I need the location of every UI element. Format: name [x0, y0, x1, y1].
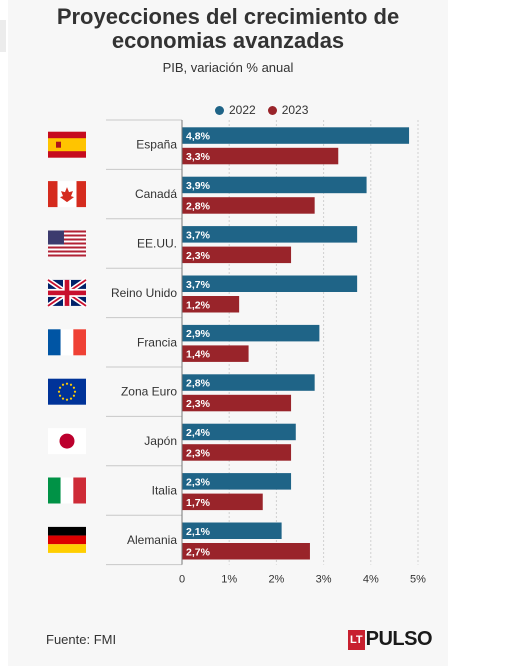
bar-2022 — [182, 324, 320, 342]
france-flag-icon — [48, 329, 86, 356]
uk-flag-icon — [46, 277, 88, 308]
source-note: Fuente: FMI — [46, 632, 117, 647]
italy-flag-icon — [48, 477, 86, 504]
legend: 2022 2023 — [215, 103, 308, 117]
value-label-2023: 2,3% — [186, 398, 211, 410]
value-label-2022: 2,8% — [186, 378, 211, 390]
bar-2022 — [182, 473, 292, 490]
legend-item-2023[interactable]: 2023 — [267, 103, 309, 117]
category-label: España — [136, 138, 177, 152]
value-label-2023: 2,3% — [186, 447, 211, 459]
x-tick-label: 1% — [221, 574, 237, 586]
logo-lt-mark: LT — [348, 629, 365, 650]
bar-2023 — [182, 543, 310, 560]
bar-2023 — [182, 197, 315, 214]
title-line-2: economias avanzadas — [111, 28, 345, 53]
value-label-2023: 1,4% — [186, 349, 211, 361]
legend-label-2022: 2022 — [229, 103, 256, 117]
bar-2022 — [182, 275, 358, 292]
legend-item-2022[interactable]: 2022 — [215, 103, 256, 117]
value-label-2023: 1,7% — [186, 497, 211, 509]
bar-2023 — [182, 296, 240, 313]
value-label-2022: 3,9% — [186, 180, 211, 192]
title-line-1: Proyecciones del crecimiento de — [56, 4, 400, 29]
spain-flag-icon — [48, 131, 86, 158]
eu-flag-icon — [48, 378, 86, 405]
bar-2022 — [182, 226, 358, 243]
value-label-2023: 1,2% — [186, 299, 211, 311]
bar-2023 — [182, 246, 292, 264]
category-label: EE.UU. — [137, 237, 177, 251]
germany-flag-icon — [48, 526, 86, 553]
bar-2022 — [182, 522, 282, 539]
x-tick-label: 4% — [363, 574, 379, 586]
bar-2023 — [182, 394, 292, 412]
bar-2023 — [182, 345, 249, 362]
legend-dot-2023 — [267, 105, 277, 115]
logo-pulso-text: PULSO — [365, 628, 433, 650]
bar-2023 — [182, 444, 292, 461]
x-tick-label: 0 — [179, 574, 185, 586]
side-edge — [0, 20, 6, 52]
value-label-2022: 3,7% — [186, 229, 211, 241]
value-label-2022: 2,9% — [186, 328, 211, 340]
bar-2022 — [182, 374, 315, 391]
value-label-2023: 3,3% — [186, 151, 211, 163]
canada-flag-icon — [48, 181, 86, 208]
x-tick-label: 3% — [316, 574, 332, 586]
category-label: Zona Euro — [121, 385, 177, 399]
x-tick-label: 2% — [268, 574, 284, 586]
legend-dot-2022 — [215, 105, 224, 115]
value-label-2022: 4,8% — [186, 131, 211, 143]
value-label-2023: 2,7% — [186, 546, 211, 558]
value-label-2023: 2,8% — [186, 200, 211, 212]
chart-title: Proyecciones del crecimiento de economia… — [8, 5, 448, 53]
value-label-2022: 2,4% — [186, 427, 211, 439]
bar-2022 — [182, 176, 367, 194]
value-label-2022: 3,7% — [186, 279, 211, 291]
value-label-2022: 2,3% — [186, 476, 211, 488]
category-label: Francia — [137, 335, 177, 349]
bar-2023 — [182, 147, 339, 165]
value-label-2023: 2,3% — [186, 250, 211, 262]
category-label: Canadá — [135, 187, 177, 201]
usa-flag-icon — [48, 230, 86, 257]
category-label: Japón — [144, 434, 177, 448]
bar-2022 — [182, 423, 296, 441]
category-label: Alemania — [127, 533, 177, 547]
bar-2022 — [182, 127, 410, 144]
bar-2023 — [182, 493, 263, 511]
legend-label-2023: 2023 — [281, 103, 309, 117]
category-label: Italia — [152, 484, 178, 498]
japan-flag-icon — [48, 428, 86, 455]
chart-subtitle: PIB, variación % anual — [162, 60, 294, 75]
pulso-logo: LT PULSO — [348, 628, 433, 651]
value-label-2022: 2,1% — [186, 526, 211, 538]
x-tick-label: 5% — [410, 574, 426, 586]
category-label: Reino Unido — [111, 286, 177, 300]
